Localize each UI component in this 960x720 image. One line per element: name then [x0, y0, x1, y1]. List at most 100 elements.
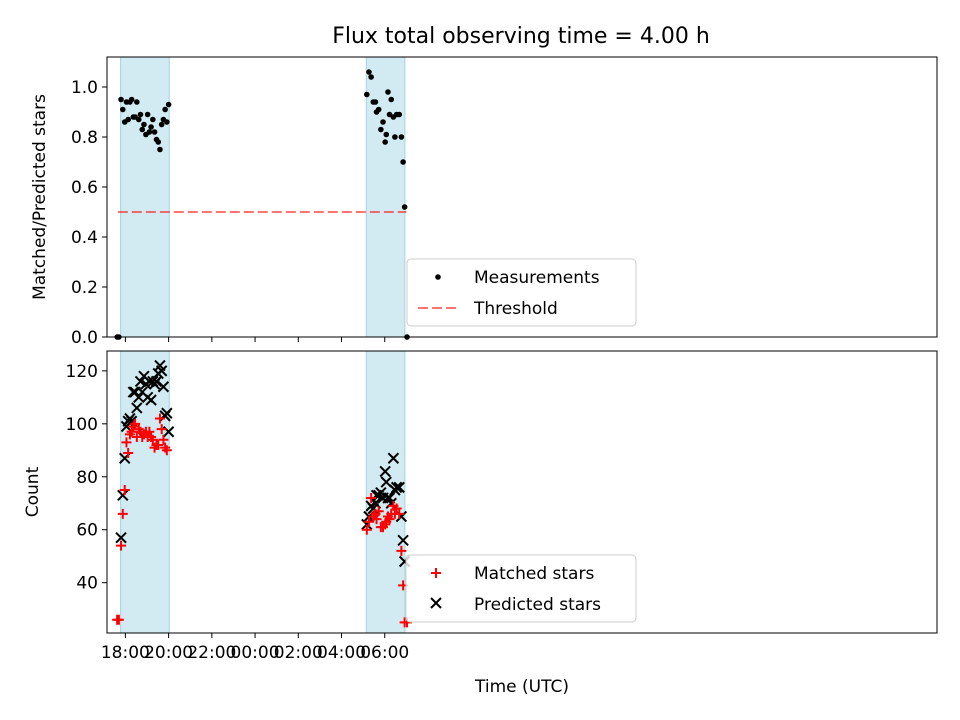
y-tick-label: 0.2 — [71, 278, 98, 298]
measurement-point — [144, 111, 151, 118]
matched-star-point — [123, 447, 134, 458]
observing-window-1 — [120, 57, 170, 337]
count-legend: Matched stars Predicted stars — [405, 554, 637, 623]
measurement-point — [400, 159, 406, 165]
matched-star-point — [371, 514, 382, 525]
legend-box — [406, 258, 637, 327]
count-axes-frame — [106, 350, 938, 634]
measurement-point — [148, 124, 154, 130]
measurement-point — [125, 116, 131, 123]
predicted-star-point — [161, 407, 173, 419]
x-tick-label: 20:00 — [144, 643, 193, 663]
predicted-star-point — [157, 381, 170, 393]
y-tick-label: 0.8 — [71, 128, 98, 148]
y-tick-label: 80 — [76, 468, 98, 488]
measurement-point — [128, 96, 135, 103]
y-tick-label: 1.0 — [71, 78, 98, 98]
measurement-point — [157, 146, 163, 153]
observing-window-2 — [366, 57, 405, 337]
measurement-point — [146, 129, 153, 135]
count-panel: 40 60 80 100 120 18:0020:0022:0000:0002:0004:… — [23, 350, 938, 697]
matched-star-point — [144, 426, 155, 437]
measurement-point — [137, 111, 144, 118]
observing-window-1 — [120, 351, 170, 633]
count-y-label: Count — [23, 466, 43, 517]
legend-label-threshold: Threshold — [473, 299, 558, 319]
x-tick-label: 18:00 — [101, 643, 150, 663]
chart-title: Flux total observing time = 4.00 h — [332, 24, 710, 49]
legend-matched-marker — [431, 568, 441, 578]
matched-star-point — [363, 516, 374, 527]
measurement-point — [155, 139, 162, 145]
ratio-axes-frame — [106, 56, 938, 338]
legend-label-matched: Matched stars — [474, 564, 594, 584]
measurement-point — [375, 106, 382, 113]
legend-label-measurements: Measurements — [474, 268, 600, 288]
predicted-star-point — [131, 402, 143, 414]
matched-star-point — [161, 445, 172, 456]
measurement-point — [150, 116, 156, 123]
x-tick-label: 04:00 — [317, 643, 366, 663]
predicted-star-point — [390, 481, 403, 494]
matched-star-point — [384, 514, 395, 525]
legend-label-predicted: Predicted stars — [474, 595, 601, 615]
x-tick-label: 02:00 — [274, 643, 323, 663]
matched-star-point — [121, 437, 132, 448]
matched-star-point — [117, 508, 128, 519]
x-axis-label: Time (UTC) — [474, 677, 569, 697]
matched-star-point — [113, 614, 124, 625]
matched-star-point — [154, 413, 165, 424]
measurement-point — [382, 139, 388, 145]
measurement-point — [372, 99, 379, 105]
measurement-point — [396, 111, 403, 118]
matched-star-point — [126, 426, 137, 437]
matched-star-point — [394, 508, 405, 519]
measurement-point — [368, 74, 374, 80]
matched-star-point — [158, 434, 169, 445]
predicted-star-point — [393, 481, 405, 494]
legend-predicted-marker — [430, 597, 442, 609]
y-tick-label: 0.6 — [71, 178, 98, 198]
matched-star-point — [119, 485, 130, 496]
ratio-legend: Measurements Threshold — [406, 258, 637, 327]
predicted-star-point — [379, 465, 391, 478]
predicted-star-point — [117, 489, 129, 502]
legend-measurement-marker — [435, 274, 441, 280]
measurement-point — [165, 101, 172, 108]
measurement-point — [135, 116, 142, 123]
ratio-panel: 0.0 0.2 0.4 0.6 0.8 1.0 Matched/Predicted star… — [30, 56, 938, 348]
predicted-star-point — [133, 391, 145, 404]
matched-star-point — [130, 418, 141, 429]
measurement-point — [380, 119, 386, 125]
measurement-point — [364, 91, 370, 98]
measurement-point — [162, 106, 168, 113]
predicted-star-point — [387, 452, 400, 464]
matched-star-point — [391, 503, 402, 514]
measurement-point — [385, 89, 391, 95]
y-tick-label: 100 — [66, 415, 98, 435]
measurement-point — [158, 121, 165, 128]
legend-box — [405, 554, 637, 623]
x-tick-label: 06:00 — [360, 643, 409, 663]
matched-star-point — [153, 440, 164, 450]
measurement-point — [118, 96, 124, 103]
predicted-star-point — [115, 531, 127, 544]
matched-star-point — [116, 540, 127, 551]
measurement-point — [139, 126, 146, 133]
measurement-point — [119, 106, 126, 113]
matched-star-point — [361, 524, 372, 535]
measurement-point — [398, 134, 405, 140]
predicted-star-point — [397, 534, 409, 547]
measurement-point — [388, 96, 395, 103]
matched-star-point — [147, 434, 158, 445]
measurement-point — [141, 121, 147, 128]
predicted-star-point — [145, 394, 157, 406]
predicted-star-point — [155, 365, 168, 377]
ratio-y-label: Matched/Predicted stars — [30, 94, 50, 300]
measurement-point — [401, 204, 408, 210]
matched-star-point — [156, 424, 167, 435]
x-tick-label: 22:00 — [187, 643, 236, 663]
measurement-point — [151, 129, 158, 135]
measurement-point — [378, 126, 384, 133]
